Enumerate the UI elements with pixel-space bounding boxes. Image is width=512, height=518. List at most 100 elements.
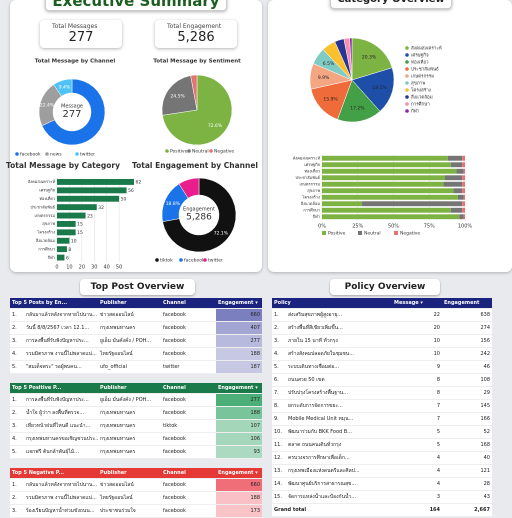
- table-cell: 10: [433, 338, 440, 344]
- y-tick-label: กีฬา: [312, 214, 320, 219]
- bar-segment: [322, 214, 460, 220]
- table-row[interactable]: 1. การลงพื้นที่รับฟังปัญหาประ... ยูเอ็ม มั…: [10, 394, 262, 407]
- table-cell: 274: [480, 325, 490, 331]
- table-row[interactable]: 3. เที่ยวหน้าฝนที่ไหนดี แนะนำ... กรุงเทพมห…: [10, 420, 262, 433]
- legend-dot: [187, 149, 191, 153]
- y-tick-label: สังคมสงเคราะห์: [28, 179, 56, 184]
- table-row[interactable]: 4. สร้างสังคมปลอดภัยในชุมชน... 10 242: [272, 348, 492, 361]
- x-tick-label: 30: [91, 265, 97, 271]
- table-cell: 2.: [12, 325, 17, 331]
- legend-dot: [405, 81, 409, 85]
- table-cell: ข่าวสดออนไลน์: [100, 312, 134, 318]
- table-cell: 43: [483, 494, 490, 500]
- slice: [351, 67, 395, 112]
- table-row[interactable]: 13. กรุงเทพเมืองแห่งดนตรีและศิลป... 4 121: [272, 465, 492, 478]
- table-row[interactable]: 1. กลับมาแล้วหลังจากหายไปนาน... ข่าวสดออนไ…: [10, 479, 262, 492]
- table-cell: facebook: [163, 482, 186, 488]
- table-row[interactable]: 12. ครบวงจรการศึกษาเพื่อเด็ก... 4 40: [272, 452, 492, 465]
- table: Top 5 Negative P... Publisher Channel Engag…: [10, 468, 262, 518]
- table-cell: ร้องเรียนปัญหาน้ำท่วมขังถนน...: [26, 508, 95, 514]
- legend-label: โครงสร้าง: [411, 87, 431, 94]
- bar-segment: [462, 181, 465, 187]
- header-cell: Engagement: [444, 300, 480, 306]
- table-cell: ส่งเสริมสุขภาพผู้สูงอายุ...: [288, 312, 343, 318]
- bar-segment: [322, 162, 451, 168]
- y-tick-label: เศรษฐกิจ: [304, 162, 320, 167]
- table-row[interactable]: 1. กลับมาแล้วหลังจากหายไปนาน... ข่าวสดออนไ…: [10, 309, 262, 322]
- table-row[interactable]: 2. รวมมิตรภาพ งานนี้ไม่พลาดแน่... ไทยรัฐออ…: [10, 492, 262, 505]
- y-tick-label: โครงสร้าง: [37, 230, 55, 235]
- table-row[interactable]: 15. จัดการแหล่งน้ำและป้องกันน้ำ... 3 43: [272, 491, 492, 504]
- table-row[interactable]: 11. ตลาด ถนนคนเดินทั่วกรุง 5 168: [272, 439, 492, 452]
- table-cell: 2.: [12, 495, 17, 501]
- legend-dot: [75, 152, 79, 156]
- table-row[interactable]: 10. พัฒนาร่วมกับ BKK Food B... 5 52: [272, 426, 492, 439]
- table-cell: 20: [433, 325, 440, 331]
- header-cell: Message ▾: [394, 300, 423, 306]
- table-row[interactable]: 3. การลงพื้นที่รับฟังปัญหาประ... ยูเอ็ม มั…: [10, 335, 262, 348]
- table-cell: facebook: [163, 325, 186, 331]
- table-cell: "สมเด็จพระ" รอผู้พบคน...: [26, 364, 82, 370]
- table-cell: กรุงเทพมหานคร: [100, 325, 136, 331]
- table-row[interactable]: 5. ระบบเดินทางเชื่อมต่อ... 9 46: [272, 361, 492, 374]
- table-cell: ภายใน 15 นาที ทั่วกรุง: [288, 338, 338, 344]
- table-row[interactable]: 5. "สมเด็จพระ" รอผู้พบคน... ufo_official tw…: [10, 361, 262, 374]
- legend-dot: [179, 258, 183, 262]
- table-row[interactable]: 3. ภายใน 15 นาที ทั่วกรุง 10 156: [272, 335, 492, 348]
- data-label: 6: [66, 255, 69, 261]
- table-row[interactable]: 8. ยกระดับการจัดการขยะ... 7 145: [272, 400, 492, 413]
- table-cell: 3.: [12, 423, 17, 429]
- table-cell: 9: [436, 364, 440, 370]
- table-row[interactable]: 2. สร้างพื้นที่สีเขียวเพิ่มขึ้น... 20 274: [272, 322, 492, 335]
- bar-segment: [322, 188, 454, 194]
- table-row[interactable]: 14. พัฒนาศูนย์บริการสาธารณสุข... 4 28: [272, 478, 492, 491]
- table-cell: 4: [436, 468, 440, 474]
- header-cell: Top 5 Negative P...: [12, 470, 65, 476]
- table-cell: เที่ยวหน้าฝนที่ไหนดี แนะนำ...: [26, 423, 91, 429]
- table-cell: 660: [216, 479, 262, 491]
- legend-dot: [45, 152, 49, 156]
- x-tick-label: 50%: [388, 224, 399, 230]
- data-label: 62: [136, 180, 142, 186]
- legend-swatch: [358, 231, 362, 235]
- bar: [57, 229, 76, 236]
- table-row[interactable]: 4. รวมมิตรภาพ งานนี้ไม่พลาดแน่... ไทยรัฐออ…: [10, 348, 262, 361]
- legend-label: Negative: [214, 149, 234, 155]
- table-row[interactable]: 5. แจกฟรี ต้นกล้าพันธุ์ไม้... กรุงเทพมหานค…: [10, 446, 262, 459]
- table-cell: 5: [436, 429, 440, 435]
- table-header: Top 5 Negative P... Publisher Channel Engag…: [10, 468, 262, 479]
- table-cell: facebook: [163, 351, 186, 357]
- table-cell: ไทยรัฐออนไลน์: [100, 351, 133, 357]
- table-cell: 660: [216, 309, 262, 321]
- table-row[interactable]: 2. น้ำใจ ผู้ว่าฯ ลงพื้นที่ตรวจ... กรุงเทพม…: [10, 407, 262, 420]
- table-cell: 277: [216, 335, 262, 347]
- table-cell: สร้างสังคมปลอดภัยในชุมชน...: [288, 351, 354, 357]
- table-row[interactable]: 7. ปรับปรุงโครงสร้างพื้นฐาน... 8 29: [272, 387, 492, 400]
- header-cell: Top 5 Posts by En...: [12, 300, 68, 306]
- data-label: 56: [128, 188, 134, 194]
- table-row[interactable]: 6. ถนนสวย 50 เขต 8 108: [272, 374, 492, 387]
- table-cell: 10: [433, 351, 440, 357]
- table: Policy Message ▾ Engagement 1. ส่งเสริมสุขภา…: [272, 298, 492, 517]
- table-cell: 3.: [274, 338, 279, 344]
- bar: [57, 195, 120, 202]
- bar: [57, 179, 134, 185]
- bar-segment: [322, 207, 451, 213]
- y-tick-label: สิ่งแวดล้อม: [35, 238, 55, 243]
- bar-segment: [322, 201, 363, 207]
- table-row[interactable]: 2. วันนี้ 8/8/2567 เวลา 12.1... กรุงเทพมหา…: [10, 322, 262, 335]
- bar-segment: [322, 155, 448, 161]
- table-row[interactable]: 9. Mobile Medical Unit หมุน... 7 166: [272, 413, 492, 426]
- bar: [57, 187, 127, 194]
- table-cell: 15.: [274, 494, 282, 500]
- bar-segment: [450, 162, 463, 168]
- table-cell: 2.: [274, 325, 279, 331]
- bar-segment: [463, 214, 465, 220]
- card-label: Total Engagement: [167, 23, 222, 30]
- table-cell: twitter: [163, 364, 180, 370]
- table-cell: 4: [436, 455, 440, 461]
- table-cell: 188: [216, 407, 262, 419]
- table-row[interactable]: 1. ส่งเสริมสุขภาพผู้สูงอายุ... 22 638: [272, 309, 492, 322]
- table-row[interactable]: 4. กรุงเทพมหานครขอเชิญชวนประ... กรุงเทพมหา…: [10, 433, 262, 446]
